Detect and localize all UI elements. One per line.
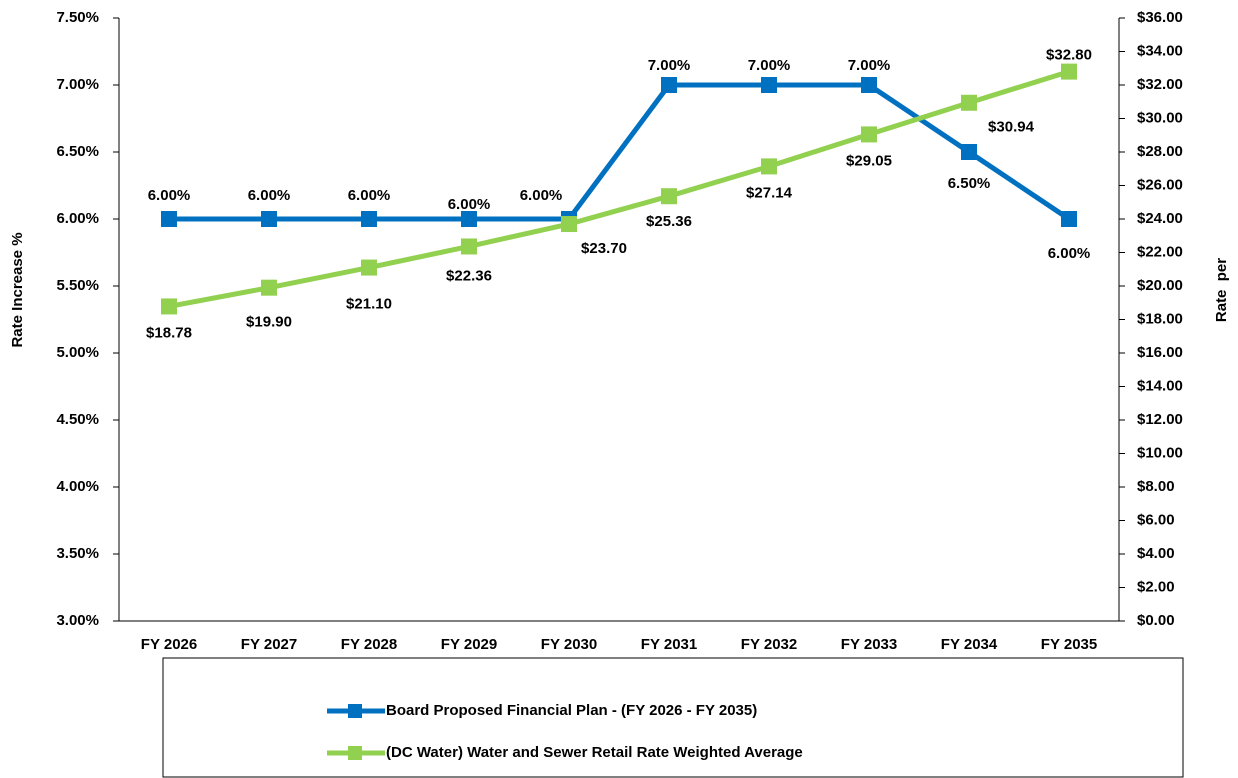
series-marker xyxy=(161,298,177,315)
legend-box xyxy=(162,657,1184,778)
y-tick-label: 4.50% xyxy=(56,411,99,428)
y2-tick-label: $6.00 xyxy=(1137,511,1175,528)
data-label: 6.00% xyxy=(520,187,563,204)
series-marker xyxy=(961,144,977,160)
series-marker xyxy=(661,77,677,93)
legend-marker xyxy=(348,704,362,718)
data-label: $22.36 xyxy=(446,267,492,284)
y2-tick-label: $8.00 xyxy=(1137,478,1175,495)
series-marker xyxy=(261,279,277,296)
y2-tick-label: $14.00 xyxy=(1137,377,1183,394)
y2-tick-label: $0.00 xyxy=(1137,612,1175,629)
x-tick-label: FY 2032 xyxy=(741,636,797,653)
data-label: 6.00% xyxy=(248,187,291,204)
data-label: $29.05 xyxy=(846,152,892,169)
data-label: 6.50% xyxy=(948,175,991,192)
series-line xyxy=(169,82,1071,222)
series-line xyxy=(168,69,1070,309)
series-marker xyxy=(661,188,677,205)
y2-tick-label: $10.00 xyxy=(1137,444,1183,461)
series-marker xyxy=(161,211,177,227)
y2-tick-label: $16.00 xyxy=(1137,344,1183,361)
x-tick-label: FY 2033 xyxy=(841,636,897,653)
data-label: 6.00% xyxy=(448,196,491,213)
series-marker xyxy=(961,94,977,111)
data-label: 6.00% xyxy=(348,187,391,204)
x-tick-label: FY 2026 xyxy=(141,636,197,653)
data-label: $18.78 xyxy=(146,324,192,341)
series-marker xyxy=(261,211,277,227)
x-tick-label: FY 2034 xyxy=(941,636,998,653)
x-tick-label: FY 2031 xyxy=(641,636,697,653)
data-label: $21.10 xyxy=(346,296,392,313)
y-tick-label: 6.50% xyxy=(56,143,99,160)
series-marker xyxy=(761,77,777,93)
y-tick-label: 5.50% xyxy=(56,277,99,294)
data-label: $23.70 xyxy=(581,240,627,257)
data-label: 7.00% xyxy=(748,57,791,74)
y2-axis-title: Rate per xyxy=(1213,258,1230,322)
y2-tick-label: $24.00 xyxy=(1137,210,1183,227)
series-marker xyxy=(861,126,877,143)
legend-label: (DC Water) Water and Sewer Retail Rate W… xyxy=(386,744,803,761)
data-label: 7.00% xyxy=(648,57,691,74)
y-tick-label: 5.00% xyxy=(56,344,99,361)
y2-tick-label: $2.00 xyxy=(1137,578,1175,595)
data-label: 7.00% xyxy=(848,57,891,74)
series-marker xyxy=(1061,63,1077,80)
y-tick-label: 7.50% xyxy=(56,9,99,26)
y2-tick-label: $28.00 xyxy=(1137,143,1183,160)
series-marker xyxy=(1061,211,1077,227)
data-label: $25.36 xyxy=(646,213,692,230)
y2-tick-label: $30.00 xyxy=(1137,109,1183,126)
y2-tick-label: $26.00 xyxy=(1137,176,1183,193)
series-marker xyxy=(461,238,477,255)
series-marker xyxy=(461,211,477,227)
x-tick-label: FY 2029 xyxy=(441,636,497,653)
legend-label: Board Proposed Financial Plan - (FY 2026… xyxy=(386,702,757,719)
y-tick-label: 7.00% xyxy=(56,76,99,93)
data-label: $30.94 xyxy=(988,119,1035,136)
series-marker xyxy=(861,77,877,93)
legend-marker xyxy=(348,746,362,760)
x-tick-label: FY 2035 xyxy=(1041,636,1097,653)
y-tick-label: 3.50% xyxy=(56,545,99,562)
y-tick-label: 6.00% xyxy=(56,210,99,227)
y-tick-label: 3.00% xyxy=(56,612,99,629)
x-tick-label: FY 2028 xyxy=(341,636,397,653)
x-tick-label: FY 2030 xyxy=(541,636,597,653)
y2-tick-label: $34.00 xyxy=(1137,42,1183,59)
data-label: 6.00% xyxy=(1048,245,1091,262)
y2-tick-label: $22.00 xyxy=(1137,243,1183,260)
series-marker xyxy=(561,216,577,233)
x-tick-label: FY 2027 xyxy=(241,636,297,653)
y-tick-label: 4.00% xyxy=(56,478,99,495)
series-marker xyxy=(761,158,777,175)
series-marker xyxy=(361,211,377,227)
y2-tick-label: $12.00 xyxy=(1137,411,1183,428)
data-label: $19.90 xyxy=(246,314,292,331)
y2-tick-label: $32.00 xyxy=(1137,76,1183,93)
y2-tick-label: $4.00 xyxy=(1137,545,1175,562)
data-label: $27.14 xyxy=(746,184,793,201)
y2-tick-label: $18.00 xyxy=(1137,310,1183,327)
y2-tick-label: $20.00 xyxy=(1137,277,1183,294)
data-label: $32.80 xyxy=(1046,47,1092,64)
series-marker xyxy=(361,259,377,276)
data-label: 6.00% xyxy=(148,187,191,204)
y2-tick-label: $36.00 xyxy=(1137,9,1183,26)
y-axis-title: Rate Increase % xyxy=(9,232,26,347)
